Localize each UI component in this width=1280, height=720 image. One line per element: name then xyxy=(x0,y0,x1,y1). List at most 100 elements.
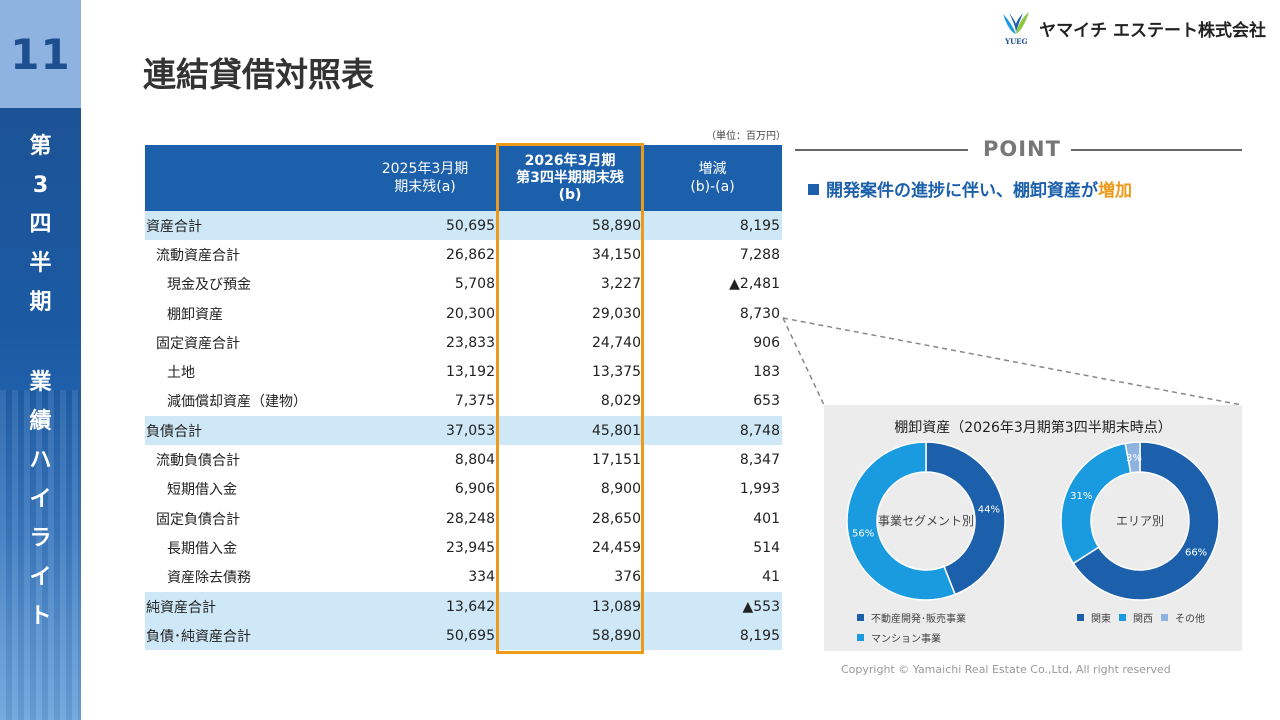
row-label: 短期借入金 xyxy=(167,482,237,499)
section-char: 四 xyxy=(29,212,52,237)
donut-slice xyxy=(925,441,1006,596)
topic-char: ト xyxy=(29,604,52,629)
row-label: 資産除去債務 xyxy=(167,570,251,587)
table-row: 固定資産合計 23,833 24,740 906 xyxy=(145,328,782,357)
legend-label: 関東 xyxy=(1091,614,1111,625)
cell-b: 24,740 xyxy=(592,334,641,351)
cell-a: 26,862 xyxy=(446,246,495,263)
point-rule-right xyxy=(1071,149,1242,151)
cell-b: 13,089 xyxy=(497,591,643,622)
donut-slice xyxy=(1124,441,1141,474)
page-number-box: 11 xyxy=(0,0,81,108)
table-row: 土地 13,192 13,375 183 xyxy=(145,357,782,386)
row-label: 現金及び預金 xyxy=(167,277,251,294)
row-label: 資産合計 xyxy=(145,211,353,241)
inventory-panel-title: 棚卸資産（2026年3月期第3四半期末時点） xyxy=(894,420,1172,436)
cell-c: 1,993 xyxy=(739,481,780,498)
company-logo: YUEG ヤマイチ エステート株式会社 xyxy=(999,10,1266,48)
cell-b: 8,900 xyxy=(600,481,641,498)
row-label: 減価償却資産（建物） xyxy=(167,394,307,411)
cell-c: 41 xyxy=(762,569,780,586)
topic-char: 業 xyxy=(29,370,52,395)
cell-a: 334 xyxy=(468,569,495,586)
cell-c: 8,347 xyxy=(739,452,780,469)
area-donut-chart: 66% 31% 3% xyxy=(1060,441,1220,601)
segment-legend: 不動産開発･販売事業 マンション事業 xyxy=(857,610,966,650)
cell-c: 8,748 xyxy=(643,416,782,446)
point-text-accent: 増加 xyxy=(1098,181,1132,201)
legend-label: マンション事業 xyxy=(871,634,941,645)
table-row: 固定負債合計 28,248 28,650 401 xyxy=(145,504,782,533)
topic-char: ラ xyxy=(29,526,52,551)
legend-label: 不動産開発･販売事業 xyxy=(871,614,966,625)
cell-c: 514 xyxy=(753,539,780,556)
cell-b: 29,030 xyxy=(592,305,641,322)
legend-label: その他 xyxy=(1175,614,1205,625)
segment-donut-center-label: 事業セグメント別 xyxy=(877,514,974,528)
segment-donut-chart: 44% 56% xyxy=(846,441,1006,601)
topic-char: ハ xyxy=(29,448,52,473)
cell-c: 401 xyxy=(753,510,780,527)
donut-slice-label: 66% xyxy=(1185,547,1207,558)
donut-slice-label: 56% xyxy=(852,528,874,539)
cell-b: 13,375 xyxy=(592,364,641,381)
header-col-c-line1: 増減 xyxy=(698,161,727,177)
section-char: 半 xyxy=(29,251,52,276)
header-col-b-line3: (b) xyxy=(558,186,582,203)
row-label: 棚卸資産 xyxy=(167,306,223,323)
cell-a: 8,804 xyxy=(454,452,495,469)
legend-swatch xyxy=(857,634,864,641)
legend-label: 関西 xyxy=(1133,614,1153,625)
cell-a: 6,906 xyxy=(454,481,495,498)
legend-swatch xyxy=(1119,614,1126,621)
header-col-c-line2: (b)-(a) xyxy=(690,179,735,195)
point-text: 開発案件の進捗に伴い、棚卸資産が増加 xyxy=(808,176,1132,201)
table-row-total: 負債合計 37,053 45,801 8,748 xyxy=(145,416,782,446)
cell-b: 8,029 xyxy=(600,393,641,410)
donut-slice xyxy=(1060,442,1132,565)
cell-b: 34,150 xyxy=(592,246,641,263)
cell-a: 23,833 xyxy=(446,334,495,351)
page-number: 11 xyxy=(10,29,71,79)
table-header-row: 2025年3月期 期末残(a) 2026年3月期 第3四半期期末残 (b) 増減… xyxy=(145,145,782,211)
row-label: 負債合計 xyxy=(145,416,353,446)
cell-b: 376 xyxy=(614,569,641,586)
header-col-b-line2: 第3四半期期末残 xyxy=(516,169,624,186)
table-row: 資産除去債務 334 376 41 xyxy=(145,563,782,592)
row-label: 流動資産合計 xyxy=(156,247,240,264)
row-label: 流動負債合計 xyxy=(156,453,240,470)
header-col-c: 増減 (b)-(a) xyxy=(643,145,782,211)
cell-c: ▲553 xyxy=(643,591,782,622)
copyright-text: Copyright © Yamaichi Real Estate Co.,Ltd… xyxy=(841,663,1171,676)
cell-c: 8,195 xyxy=(643,211,782,241)
legend-swatch xyxy=(1077,614,1084,621)
cell-a: 13,642 xyxy=(353,591,497,622)
table-row: 減価償却資産（建物） 7,375 8,029 653 xyxy=(145,387,782,416)
cell-a: 37,053 xyxy=(353,416,497,446)
section-char: 期 xyxy=(29,290,52,315)
cell-b: 17,151 xyxy=(592,452,641,469)
donut-slice-label: 3% xyxy=(1126,453,1142,464)
cell-a: 13,192 xyxy=(446,364,495,381)
row-label: 負債･純資産合計 xyxy=(145,621,353,651)
row-label: 純資産合計 xyxy=(145,591,353,622)
cell-a: 28,248 xyxy=(446,510,495,527)
table-row: 棚卸資産 20,300 29,030 8,730 xyxy=(145,299,782,328)
header-col-a-line1: 2025年3月期 xyxy=(381,161,469,177)
header-col-a-line2: 期末残(a) xyxy=(394,179,456,195)
donut-slice-label: 44% xyxy=(978,505,1000,516)
donut-slice xyxy=(846,441,957,601)
header-col-a: 2025年3月期 期末残(a) xyxy=(353,145,497,211)
row-label: 長期借入金 xyxy=(167,540,237,557)
cell-c: 8,730 xyxy=(739,305,780,322)
header-col-b: 2026年3月期 第3四半期期末残 (b) xyxy=(497,145,643,211)
cell-c: ▲2,481 xyxy=(729,276,780,293)
balance-sheet-table: 2025年3月期 期末残(a) 2026年3月期 第3四半期期末残 (b) 増減… xyxy=(145,145,782,651)
area-legend: 関東 関西 その他 xyxy=(1077,610,1213,630)
cell-c: 7,288 xyxy=(739,246,780,263)
legend-swatch xyxy=(1161,614,1168,621)
cell-a: 7,375 xyxy=(454,393,495,410)
legend-swatch xyxy=(857,614,864,621)
sidebar: 11 第 3 四 半 期 業 績 ハ イ ラ イ ト xyxy=(0,0,81,720)
inventory-panel: 棚卸資産（2026年3月期第3四半期末時点） 44% 56% 事業セグメント別 6… xyxy=(824,405,1242,651)
